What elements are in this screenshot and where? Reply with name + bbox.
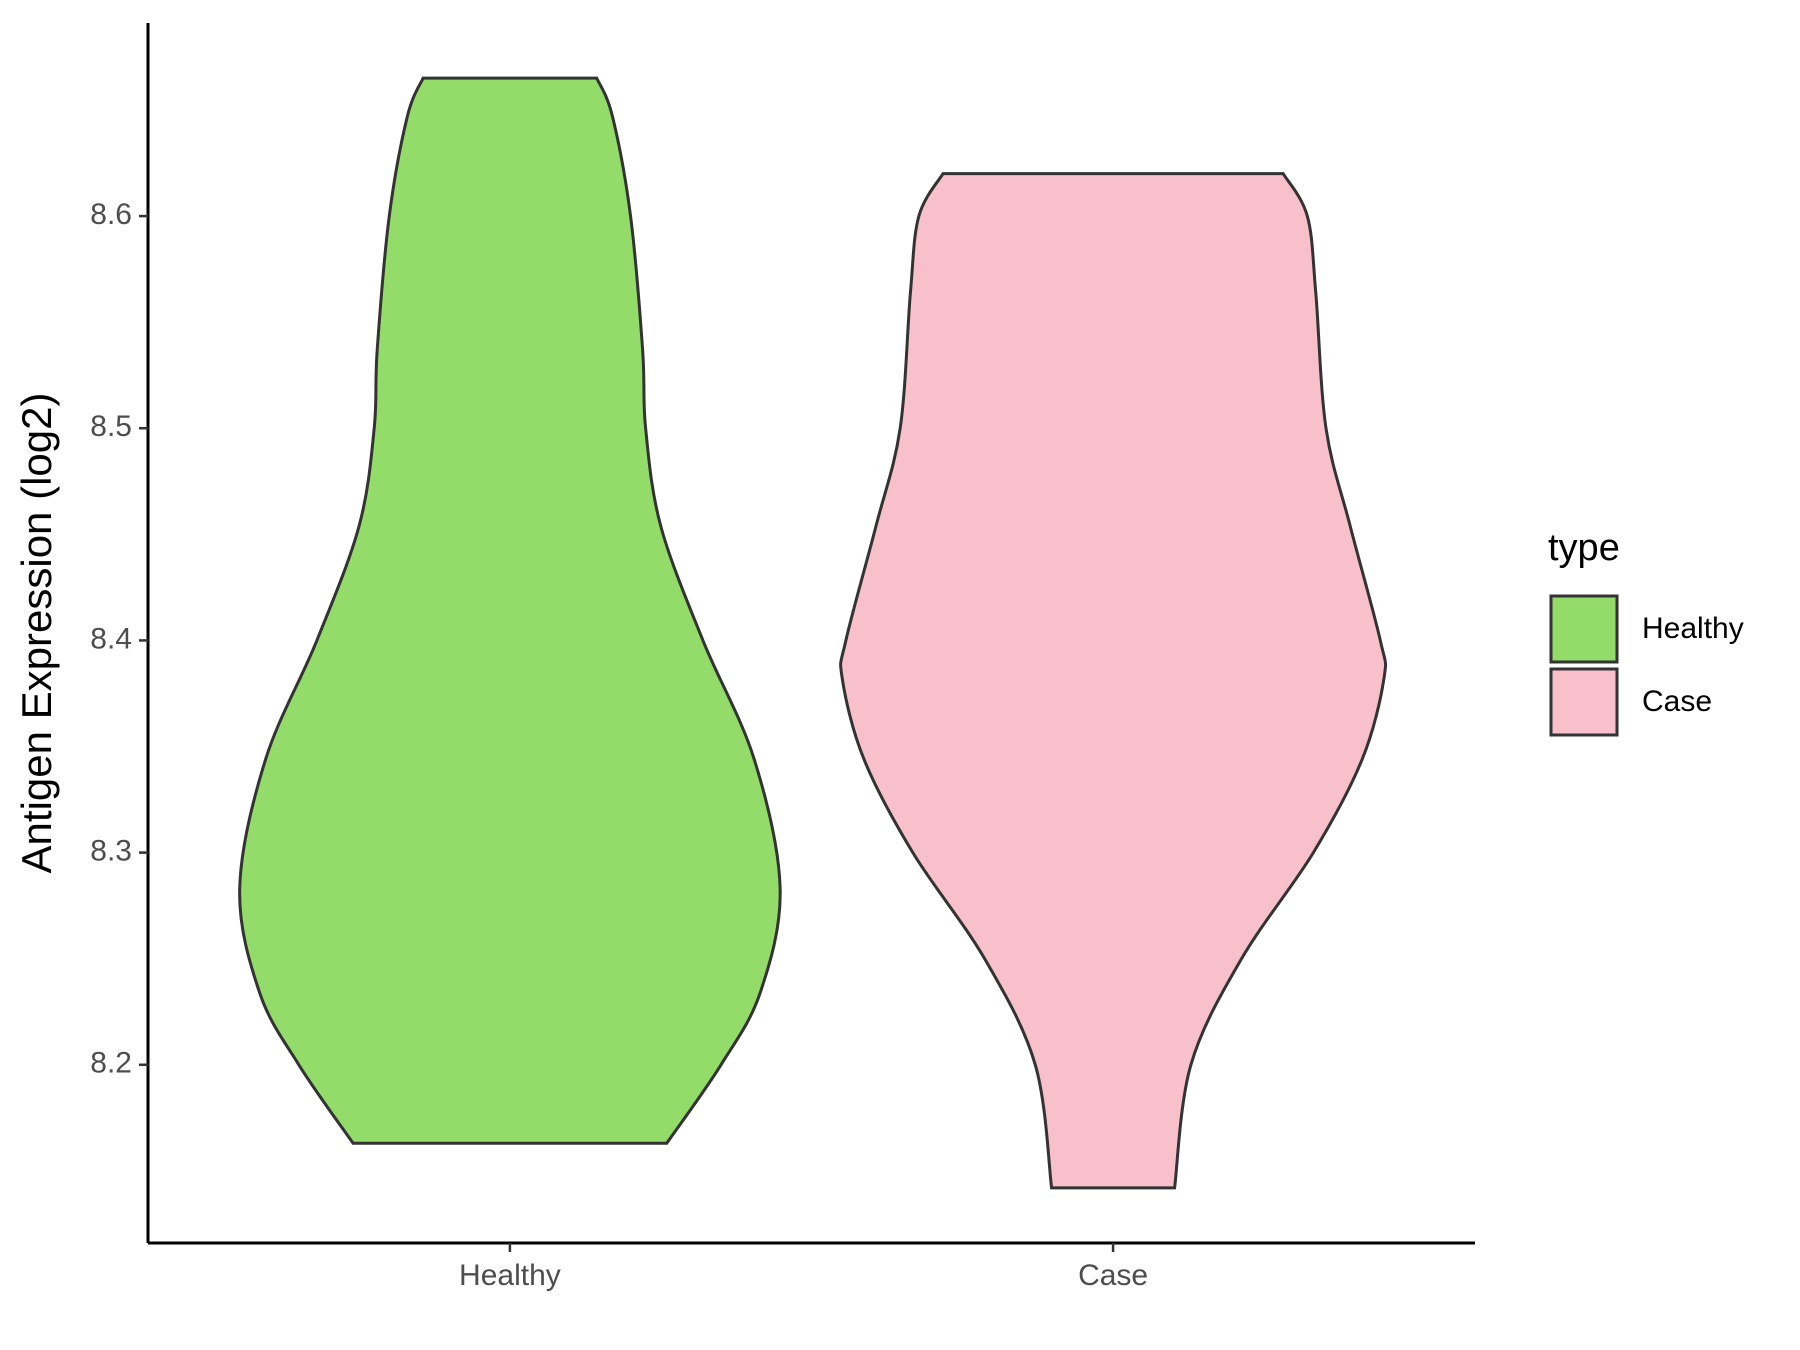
x-tick-label: Healthy [459, 1259, 561, 1292]
y-tick-label: 8.2 [90, 1047, 132, 1080]
legend-title: type [1548, 527, 1620, 569]
y-tick-label: 8.5 [90, 410, 132, 443]
legend-key [1549, 594, 1619, 664]
y-tick-label: 8.6 [90, 198, 132, 231]
violin [839, 172, 1388, 1190]
y-tick-label: 8.4 [90, 622, 132, 655]
violin [238, 76, 782, 1145]
legend-label: Healthy [1642, 612, 1744, 645]
y-axis-title: Antigen Expression (log2) [13, 393, 60, 874]
legend-label: Case [1642, 685, 1712, 718]
y-tick-label: 8.3 [90, 835, 132, 868]
x-tick-label: Case [1078, 1259, 1148, 1292]
legend-key [1549, 667, 1619, 737]
